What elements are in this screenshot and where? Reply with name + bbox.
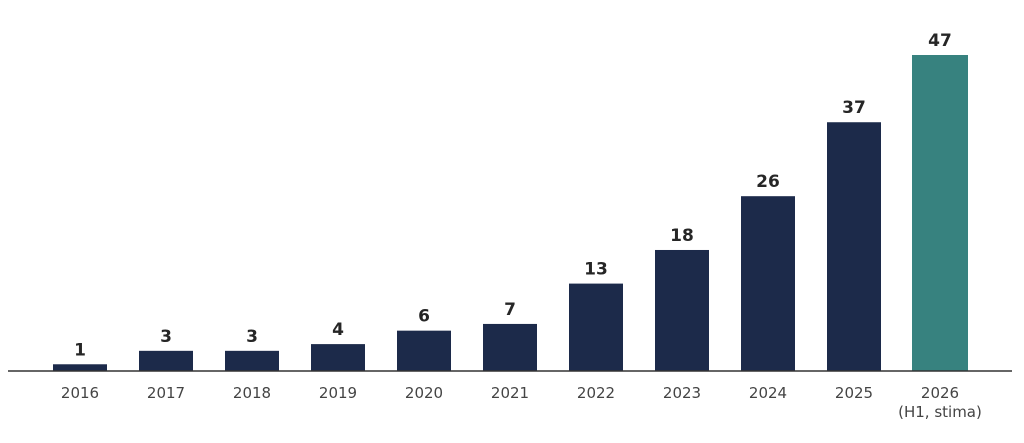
bar-2019 [311, 344, 365, 371]
bar-2025 [827, 122, 881, 371]
value-label-2022: 13 [584, 260, 608, 280]
x-tick-label-2023: 2023 [663, 384, 701, 402]
x-tick-label-2016: 2016 [61, 384, 99, 402]
value-label-2016: 1 [74, 340, 86, 360]
bar-2023 [655, 249, 709, 371]
x-tick-label-2017: 2017 [147, 384, 185, 402]
x-tick-label-2021: 2021 [491, 384, 529, 402]
bar-2024 [741, 196, 795, 371]
x-tick-sublabel-2026: (H1, stima) [898, 403, 982, 421]
value-label-2017: 3 [160, 327, 172, 347]
value-label-2020: 6 [418, 307, 430, 327]
bar-2016 [53, 364, 107, 371]
x-tick-label-2018: 2018 [233, 384, 271, 402]
bar-2026 [912, 55, 968, 371]
value-label-2018: 3 [246, 327, 258, 347]
x-tick-label-2026: 2026 [921, 384, 959, 402]
x-tick-label-2019: 2019 [319, 384, 357, 402]
x-tick-label-2024: 2024 [749, 384, 787, 402]
value-label-2021: 7 [504, 300, 516, 320]
bar-2022 [569, 283, 623, 371]
value-label-2024: 26 [756, 172, 780, 192]
value-label-2019: 4 [332, 320, 344, 340]
x-tick-label-2022: 2022 [577, 384, 615, 402]
bar-2021 [483, 323, 537, 371]
bars [53, 55, 968, 371]
x-tick-label-2025: 2025 [835, 384, 873, 402]
value-label-2023: 18 [670, 226, 694, 246]
bar-2017 [139, 350, 193, 371]
value-label-2025: 37 [842, 98, 866, 118]
bar-2020 [397, 330, 451, 371]
x-tick-label-2020: 2020 [405, 384, 443, 402]
value-label-2026: 47 [928, 31, 952, 51]
bar-2018 [225, 350, 279, 371]
x-tick-labels: 2016 2017 2018 2019 2020 2021 2022 2023 2024 2025… [61, 384, 982, 421]
